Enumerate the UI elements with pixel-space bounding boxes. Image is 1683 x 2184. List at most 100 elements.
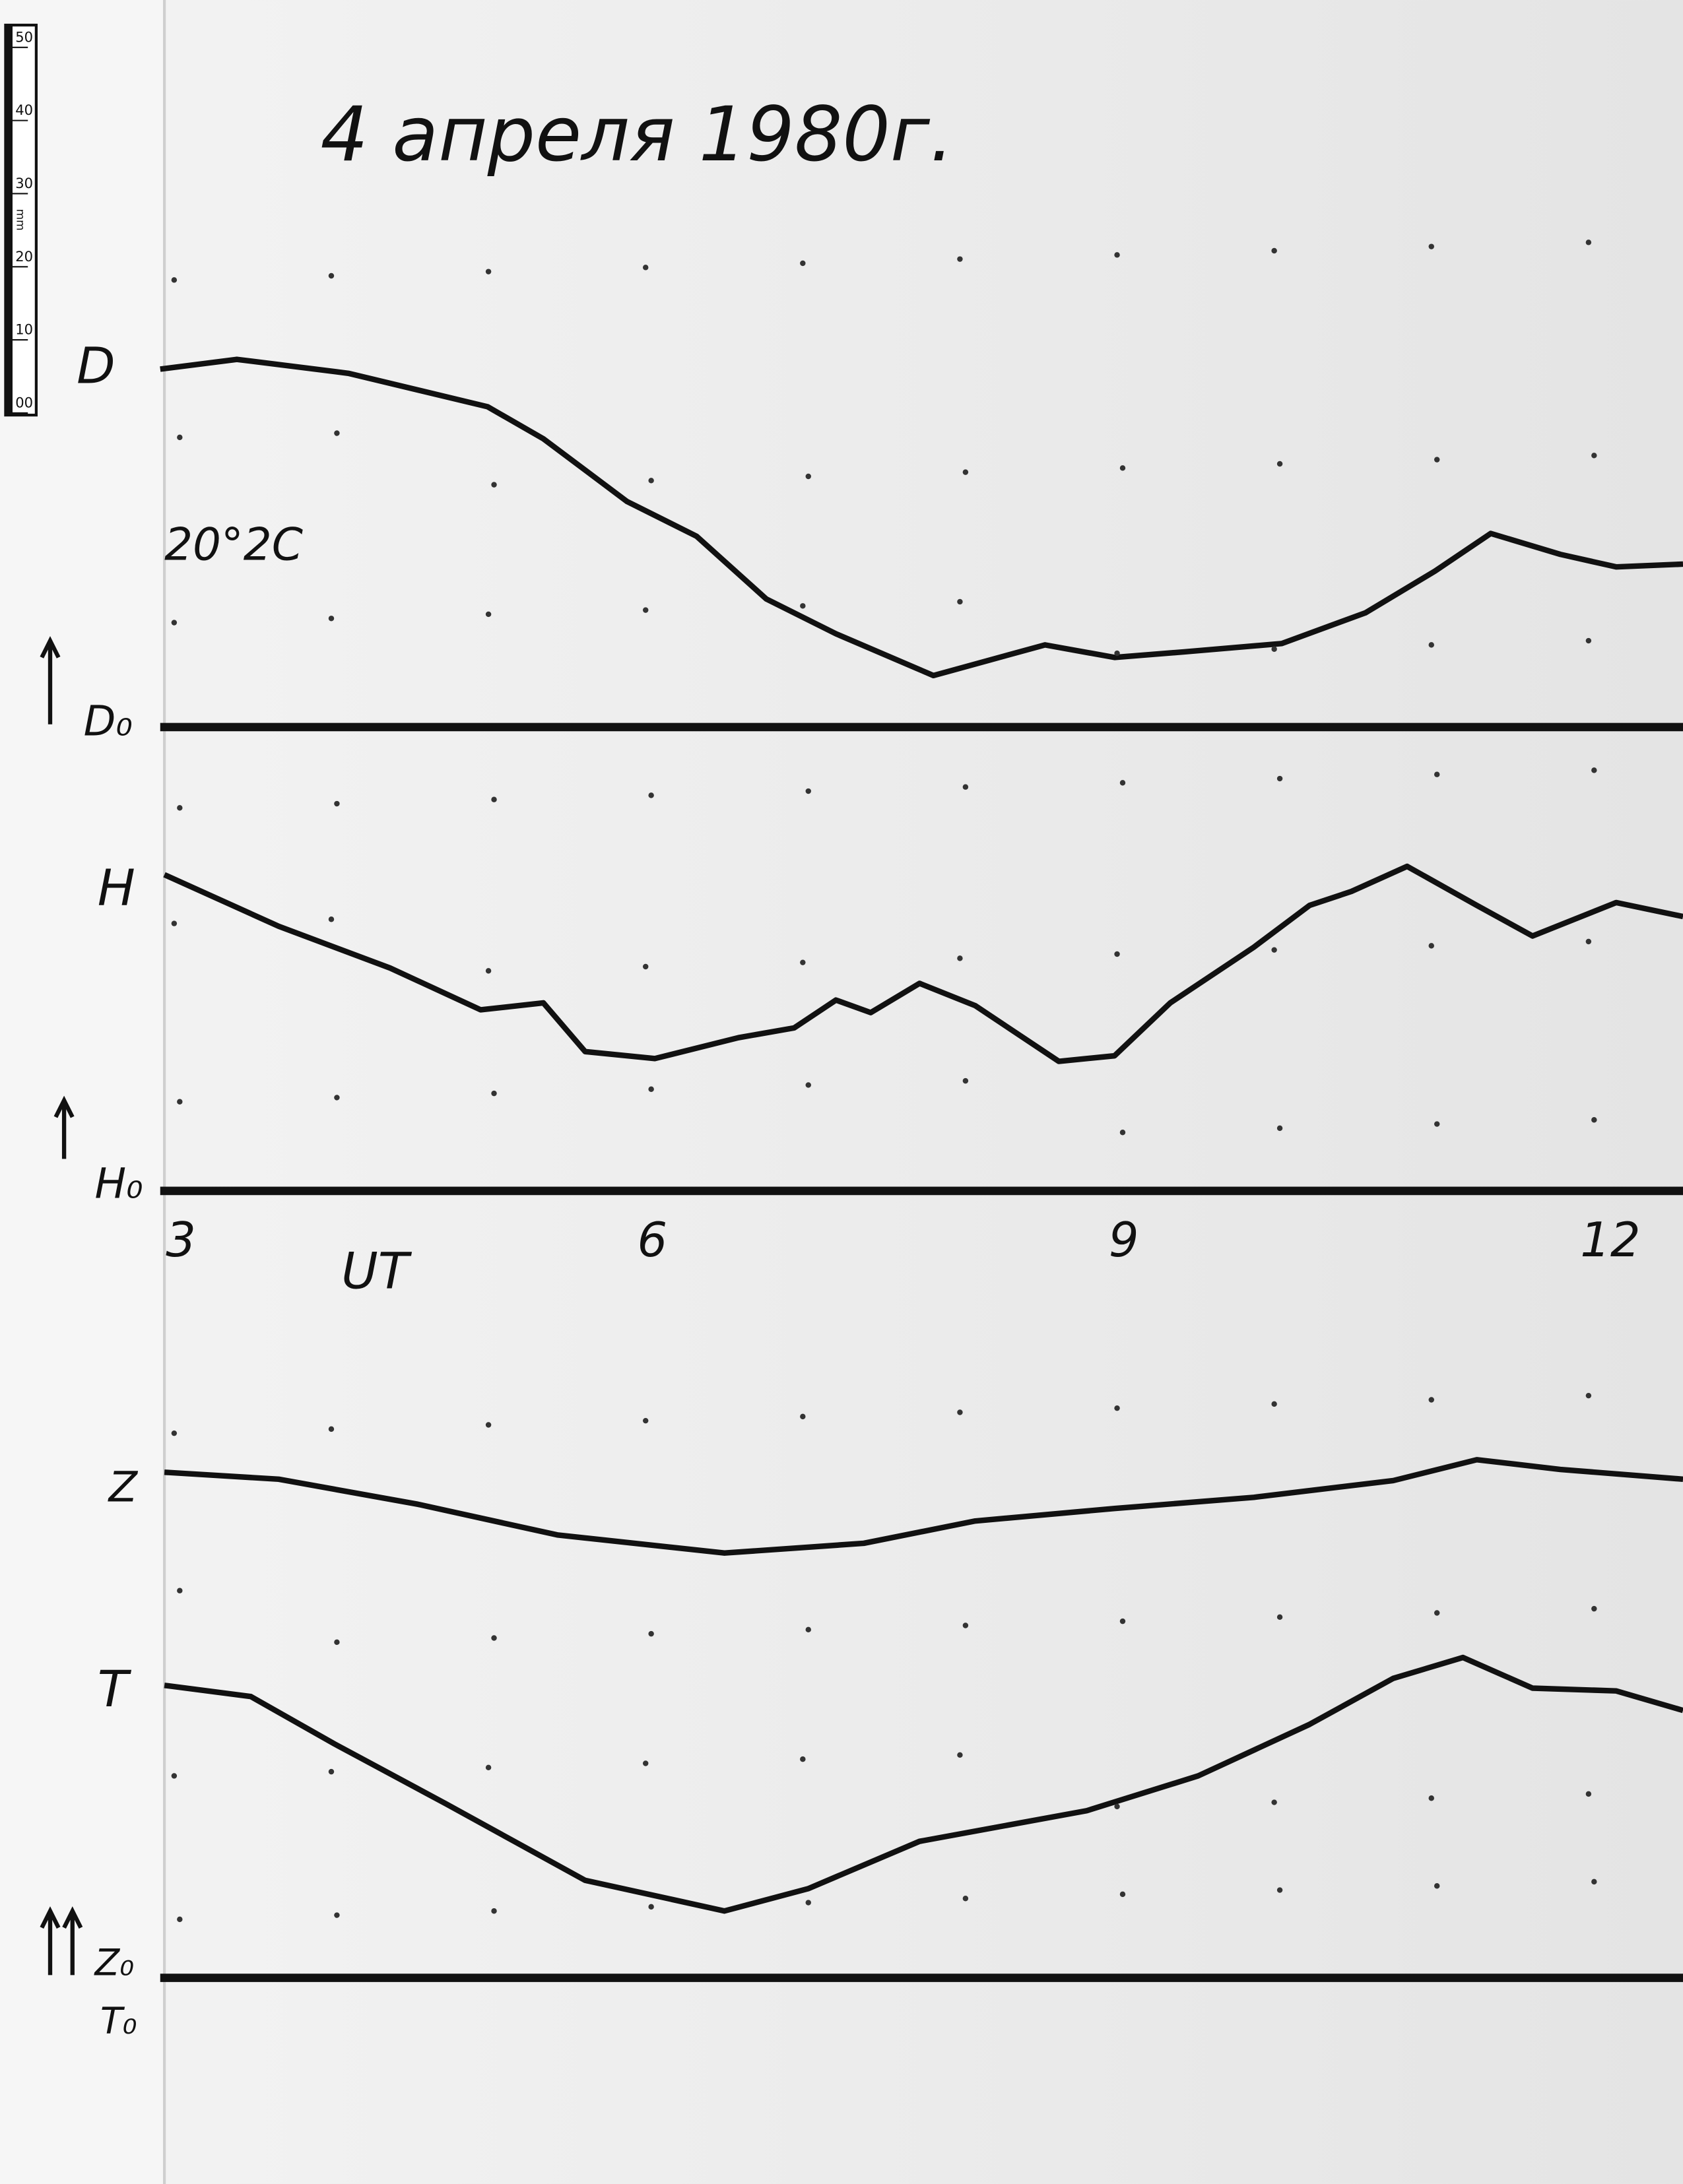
hour-label: 12 — [1580, 1212, 1640, 1268]
time-dot — [1114, 1405, 1120, 1411]
time-dot — [1434, 1883, 1440, 1889]
time-dot — [1591, 1605, 1597, 1612]
time-dot — [171, 620, 178, 626]
time-dot — [328, 1426, 335, 1432]
ruler-label: 30 — [15, 175, 33, 191]
ruler-bar — [5, 25, 13, 416]
time-dot — [805, 473, 811, 480]
time-dot — [1276, 1614, 1283, 1621]
ruler-label: 40 — [15, 102, 33, 118]
time-dot — [1276, 775, 1283, 782]
ruler: mm 50 40 30 20 10 00 — [4, 23, 38, 417]
time-dot — [334, 1912, 340, 1918]
time-dot — [334, 1095, 340, 1101]
time-dot — [1271, 646, 1277, 652]
time-dot — [805, 1900, 811, 1906]
time-dot — [957, 1752, 963, 1758]
channel-label: H — [98, 858, 135, 917]
time-dot — [1591, 1879, 1597, 1885]
arrows — [40, 635, 83, 1975]
time-dot — [328, 1768, 335, 1775]
time-dot — [805, 1082, 811, 1088]
time-dot — [962, 1896, 969, 1902]
ruler-label: 00 — [15, 394, 33, 410]
time-dot — [1119, 780, 1126, 786]
time-dot — [642, 1417, 649, 1424]
channel-label: Z₀ — [94, 1941, 135, 1983]
time-dot — [1585, 938, 1592, 945]
time-dot — [1276, 1887, 1283, 1893]
time-dot — [485, 1422, 492, 1428]
arrow — [40, 635, 61, 724]
time-dot — [962, 784, 969, 790]
arrow — [53, 1095, 75, 1159]
time-dot — [800, 603, 806, 609]
arrow — [40, 1906, 83, 1975]
time-dot — [648, 1904, 654, 1910]
time-dot — [177, 1099, 183, 1105]
time-dot — [491, 482, 497, 488]
time-dot — [491, 1908, 497, 1914]
time-dot — [1434, 771, 1440, 777]
time-dot — [1114, 650, 1120, 657]
channel-label: H₀ — [95, 1159, 143, 1207]
time-dot — [962, 1622, 969, 1628]
time-dot — [1271, 947, 1277, 953]
time-dot — [642, 963, 649, 970]
title: 4 апреля 1980г. — [321, 90, 954, 178]
time-dot — [1119, 465, 1126, 471]
time-dot — [177, 805, 183, 811]
ruler-label: 20 — [15, 248, 33, 265]
time-dot — [1271, 1401, 1277, 1407]
hour-labels: 3 6 9 12 — [166, 1212, 1640, 1268]
time-dot — [1585, 240, 1592, 245]
hour-label: 9 — [1109, 1212, 1139, 1268]
time-dot — [642, 607, 649, 613]
channel-label: Z — [108, 1463, 139, 1512]
time-dot — [800, 1413, 806, 1420]
time-dot — [485, 968, 492, 974]
time-dot — [648, 478, 654, 484]
trace-t — [164, 1654, 1683, 1914]
time-dot — [328, 916, 335, 922]
time-dot — [962, 1077, 969, 1084]
time-dot — [1114, 951, 1120, 957]
time-dot — [1271, 247, 1277, 254]
time-dot — [648, 792, 654, 798]
time-dot — [1119, 1618, 1126, 1624]
time-dot — [1585, 1392, 1592, 1399]
time-dot — [957, 955, 963, 961]
channel-label: D₀ — [84, 697, 133, 746]
time-dot — [957, 256, 963, 262]
time-dot — [1434, 457, 1440, 463]
time-dot — [1119, 1129, 1126, 1136]
time-dot — [177, 434, 183, 441]
time-dot — [805, 788, 811, 794]
time-dot — [1276, 461, 1283, 467]
time-dot — [1271, 1799, 1277, 1805]
time-dot — [1591, 767, 1597, 773]
time-dot — [485, 611, 492, 618]
time-dot — [485, 269, 492, 274]
time-dot — [1428, 943, 1434, 949]
time-dot — [1585, 637, 1592, 644]
time-dot — [485, 1764, 492, 1771]
time-dot — [177, 1916, 183, 1923]
time-dot — [957, 1409, 963, 1415]
time-dot — [648, 1630, 654, 1637]
time-dot — [1591, 1116, 1597, 1123]
time-dot — [491, 1090, 497, 1097]
time-dot — [491, 1635, 497, 1641]
time-dot — [1585, 1791, 1592, 1797]
time-dot — [171, 1430, 178, 1436]
time-marks — [171, 240, 1597, 1923]
channel-label: T₀ — [100, 2000, 137, 2042]
ruler-unit: mm — [14, 209, 27, 231]
temperature: 20°2C — [164, 519, 303, 571]
time-dot — [177, 1588, 183, 1593]
time-dot — [1591, 453, 1597, 459]
time-dot — [1428, 1397, 1434, 1403]
